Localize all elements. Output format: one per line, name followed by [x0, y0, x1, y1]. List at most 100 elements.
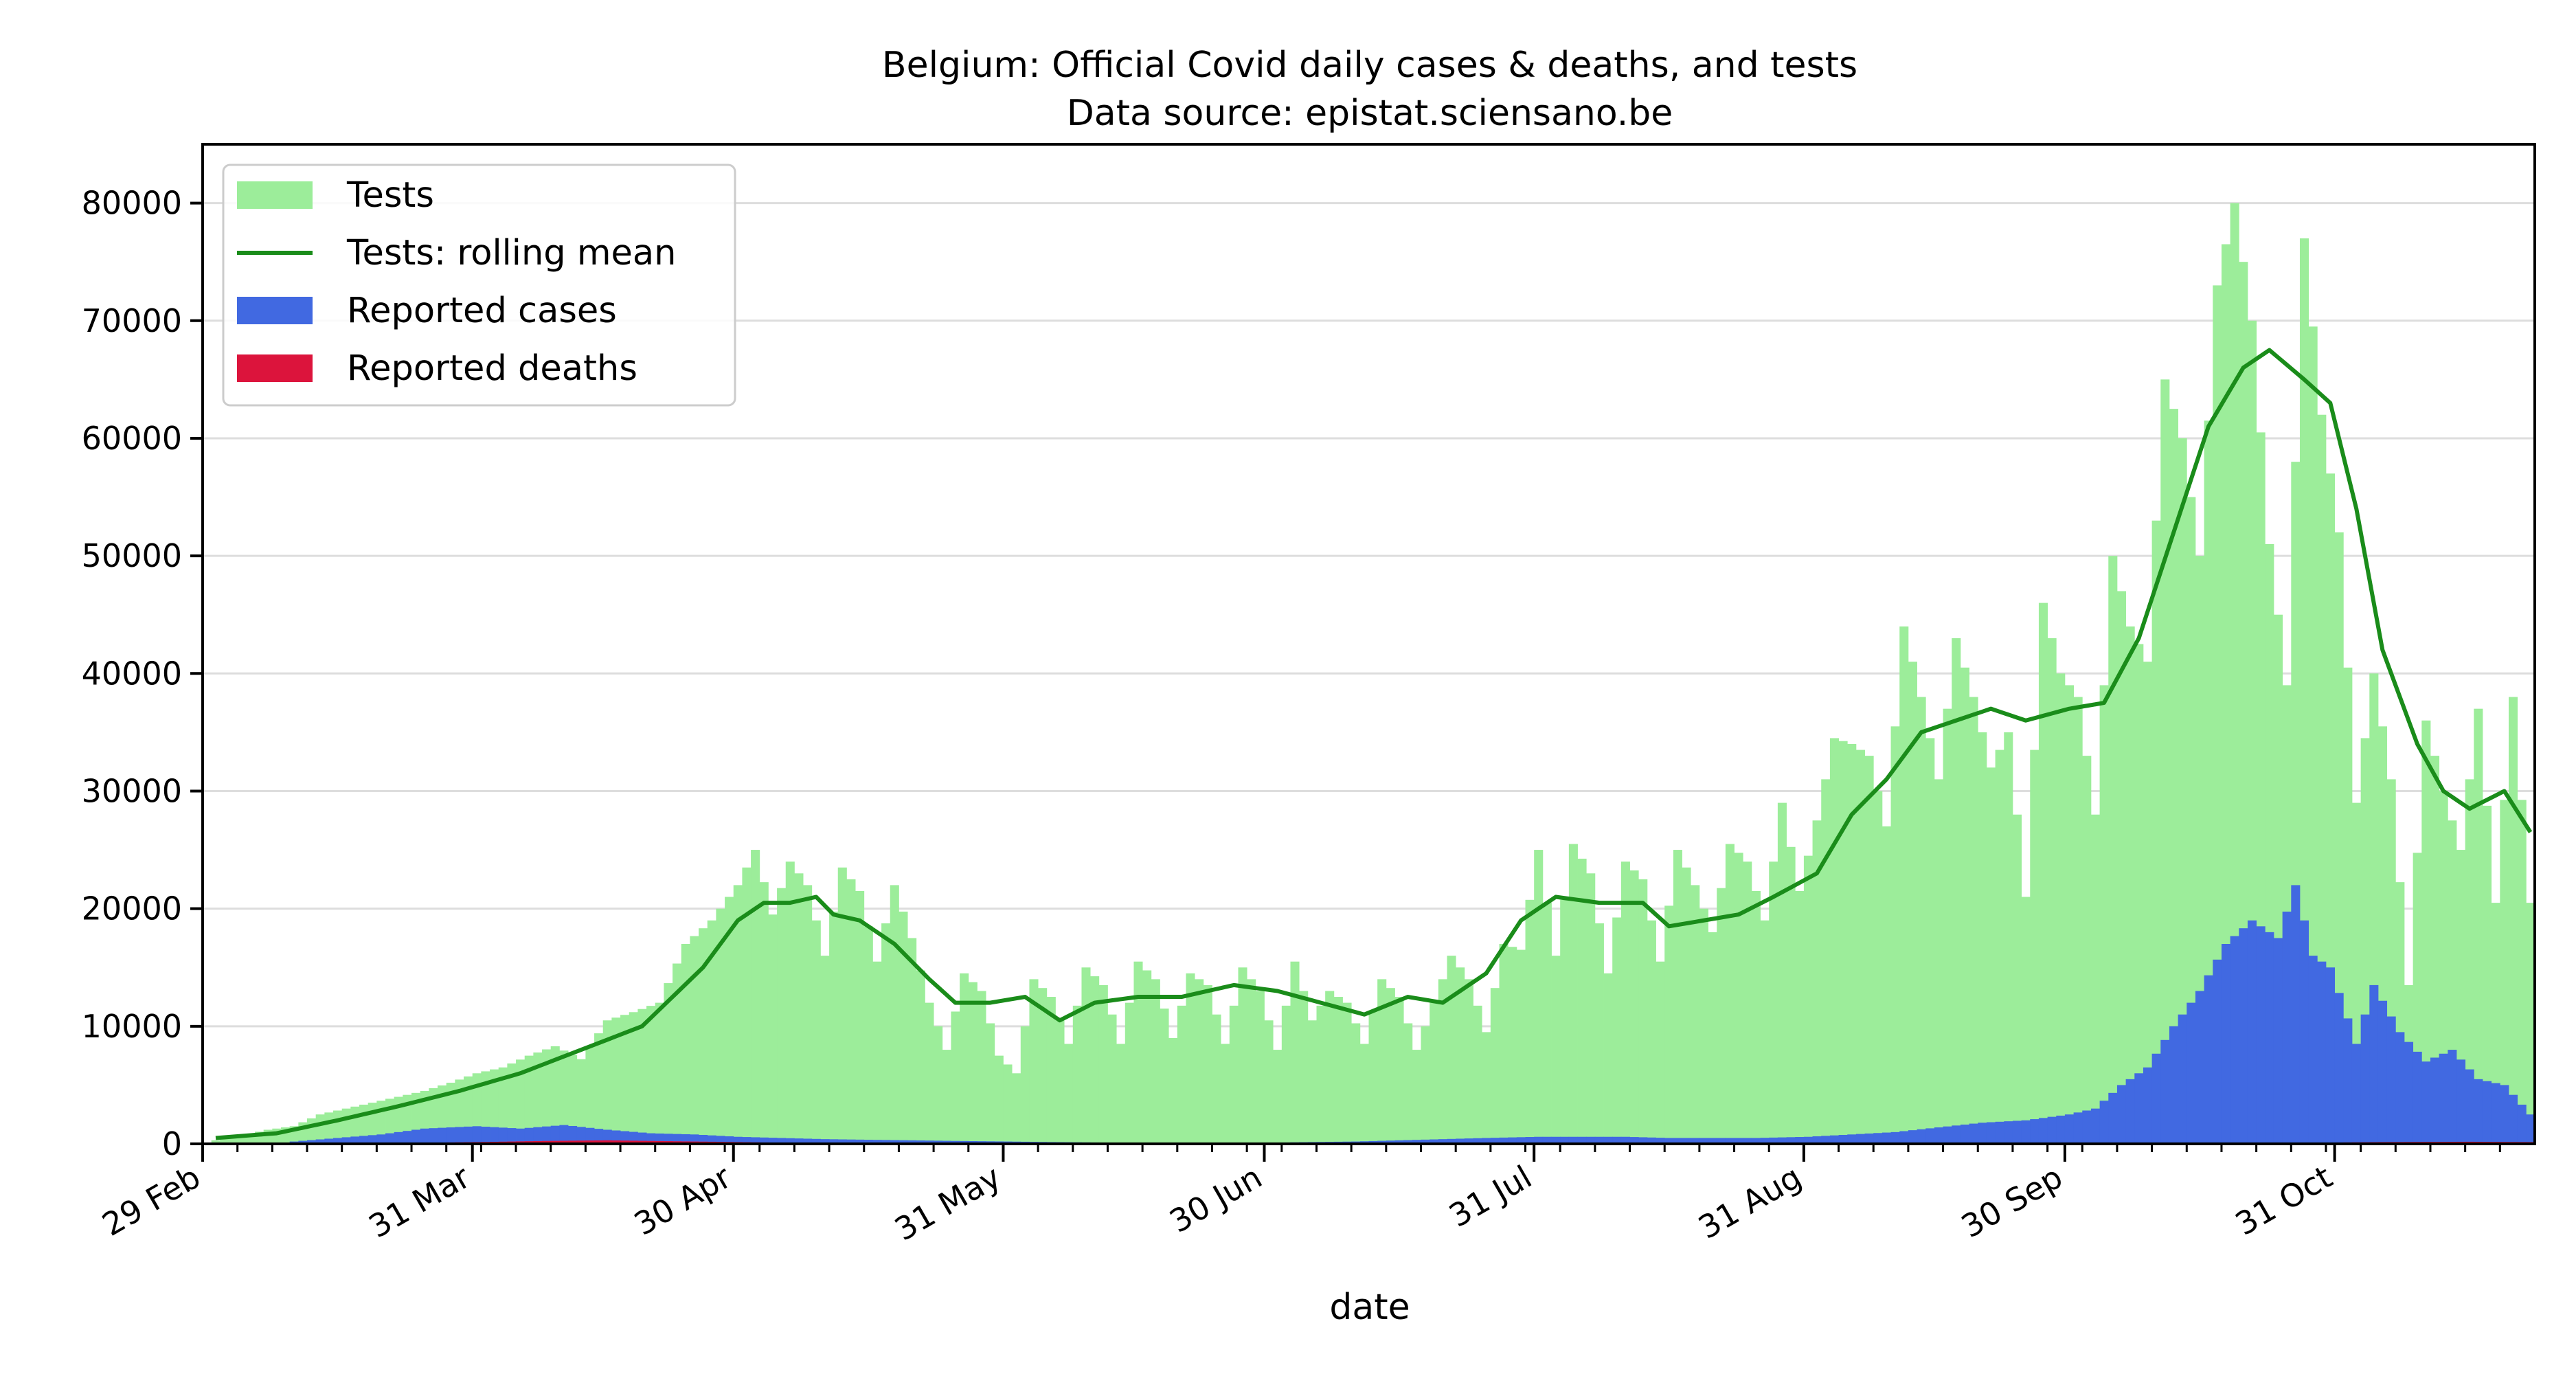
cases-bar	[1473, 1138, 1482, 1144]
cases-bar	[533, 1127, 543, 1144]
cases-bar	[1838, 1134, 1848, 1144]
tests-bar	[629, 1012, 638, 1144]
tests-bar	[220, 1138, 229, 1144]
deaths-bar	[602, 1140, 612, 1144]
cases-bar	[359, 1136, 369, 1144]
tests-bar	[1003, 1064, 1013, 1144]
y-tick-label: 20000	[82, 890, 182, 927]
cases-bar	[1899, 1131, 1909, 1144]
cases-bar	[524, 1127, 534, 1144]
tests-bar	[1412, 1050, 1421, 1144]
cases-bar	[1864, 1133, 1874, 1144]
tests-bar	[1890, 726, 1900, 1144]
cases-bar	[2291, 885, 2301, 1144]
cases-bar	[1908, 1130, 1917, 1144]
tests-bar	[2178, 438, 2187, 1145]
tests-bar	[1647, 920, 1656, 1144]
tests-bar	[1333, 997, 1343, 1144]
cases-bar	[785, 1138, 795, 1144]
cases-bar	[2395, 1032, 2405, 1144]
tests-bar	[1516, 949, 1526, 1144]
tests-bar	[1307, 1020, 1317, 1144]
cases-bar	[1995, 1121, 2004, 1144]
cases-bar	[2073, 1112, 2083, 1144]
tests-bar	[1290, 961, 1300, 1144]
cases-bar	[2221, 944, 2231, 1144]
tests-bar	[307, 1118, 317, 1144]
tests-bar	[960, 973, 969, 1144]
tests-bar	[1847, 744, 1857, 1144]
cases-bar	[2448, 1050, 2457, 1144]
tests-bar	[907, 938, 917, 1144]
tests-bar	[1908, 662, 1917, 1144]
tests-bar	[1499, 944, 1509, 1144]
tests-bar	[1160, 1009, 1169, 1144]
deaths-bar	[585, 1140, 595, 1144]
tests-bar	[1699, 908, 1708, 1144]
tests-bar	[1743, 861, 1752, 1144]
legend-box	[222, 164, 736, 407]
tests-bar	[768, 914, 778, 1144]
tests-bar	[2056, 673, 2066, 1144]
tests-bar	[1734, 853, 1743, 1144]
tests-bar	[1995, 750, 2004, 1144]
tests-bar	[1438, 979, 1447, 1144]
tests-bar	[2213, 285, 2222, 1144]
deaths-bar	[576, 1140, 586, 1144]
cases-bar	[942, 1140, 951, 1144]
cases-bar	[2125, 1079, 2135, 1144]
tests-bar	[2082, 756, 2092, 1144]
cases-bar	[1751, 1138, 1761, 1144]
tests-bar	[1725, 844, 1735, 1144]
tests-bar	[1673, 850, 1682, 1144]
cases-bar	[690, 1134, 699, 1144]
cases-bar	[298, 1140, 308, 1144]
tests-bar	[837, 867, 847, 1144]
tests-bar	[1551, 956, 1561, 1144]
tests-bar	[1386, 988, 1395, 1144]
cases-bar	[2282, 911, 2292, 1144]
tests-bar	[1586, 873, 1596, 1144]
cases-bar	[438, 1127, 447, 1144]
cases-bar	[742, 1137, 752, 1144]
cases-bar	[455, 1127, 464, 1144]
tests-bar	[1620, 861, 1630, 1144]
cases-bar	[2325, 967, 2336, 1144]
cases-bar	[2213, 959, 2222, 1144]
deaths-bar	[620, 1140, 630, 1144]
tests-bar	[1978, 732, 1987, 1144]
tests-bar	[707, 920, 716, 1144]
cases-bar	[2038, 1118, 2048, 1144]
cases-bar	[1516, 1137, 1526, 1144]
tests-bar	[1351, 1023, 1361, 1144]
deaths-bar	[533, 1140, 543, 1144]
tests-bar	[1012, 1073, 1021, 1144]
tests-bar	[2047, 638, 2057, 1144]
cases-bar	[2108, 1092, 2118, 1144]
tests-bar	[872, 961, 882, 1144]
tests-bar	[1098, 984, 1108, 1144]
tests-bar	[1594, 923, 1604, 1144]
cases-bar	[1691, 1138, 1700, 1144]
tests-bar	[1151, 979, 1160, 1144]
tests-bar	[1795, 890, 1805, 1144]
cases-bar	[490, 1127, 499, 1144]
tests-bar	[2299, 238, 2309, 1145]
tests-bar	[2021, 897, 2031, 1144]
cases-bar	[2160, 1039, 2170, 1144]
tests-bar	[1221, 1044, 1230, 1144]
cases-bar	[1403, 1140, 1413, 1144]
cases-bar	[559, 1125, 569, 1144]
cases-bar	[960, 1140, 969, 1144]
tests-bar	[1142, 970, 1152, 1144]
cases-bar	[794, 1138, 804, 1144]
deaths-bar	[629, 1140, 638, 1144]
tests-bar	[1255, 991, 1265, 1144]
cases-bar	[1603, 1136, 1613, 1144]
tests-bar	[1394, 997, 1404, 1144]
cases-bar	[1638, 1137, 1648, 1144]
tests-bar	[811, 920, 821, 1144]
cases-bar	[1629, 1137, 1639, 1144]
cases-bar	[2178, 1014, 2187, 1144]
tests-bar	[2500, 800, 2509, 1144]
